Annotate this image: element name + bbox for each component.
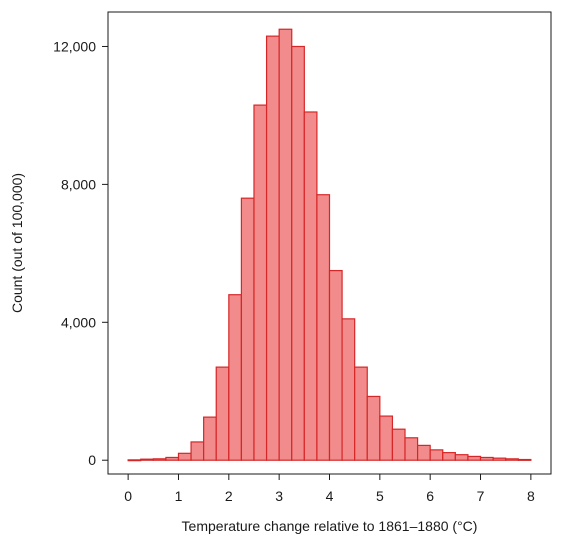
x-tick-label: 4: [326, 488, 334, 504]
histogram-bar: [354, 366, 368, 461]
x-axis-ticks: 0 1 2 3 4 5 6 7 8: [124, 474, 535, 504]
histogram-bar: [505, 458, 519, 461]
x-tick-label: 2: [225, 488, 233, 504]
bars-layer: [127, 28, 532, 462]
histogram-bar: [253, 104, 268, 461]
histogram-bar: [391, 428, 406, 461]
histogram-bar: [442, 452, 456, 461]
y-axis-ticks: 0 4,000 8,000 12,000: [53, 38, 108, 468]
histogram-bar: [416, 444, 431, 461]
x-tick-label: 6: [426, 488, 434, 504]
x-tick-label: 8: [527, 488, 535, 504]
histogram-bar: [316, 194, 331, 461]
y-tick-label: 4,000: [61, 314, 96, 330]
histogram-bar: [177, 452, 192, 461]
y-tick-label: 12,000: [53, 38, 96, 54]
x-axis-title: Temperature change relative to 1861–1880…: [182, 518, 478, 534]
x-tick-label: 7: [477, 488, 485, 504]
histogram-bar: [190, 441, 205, 461]
histogram-bar: [479, 456, 494, 461]
histogram-bar: [366, 395, 381, 461]
histogram-bar: [429, 449, 444, 461]
histogram-bar: [517, 458, 532, 461]
histogram-bar: [454, 454, 469, 461]
histogram-bar: [127, 459, 142, 462]
histogram-bar: [152, 458, 167, 461]
x-tick-label: 0: [124, 488, 132, 504]
histogram-bar: [228, 294, 243, 461]
y-tick-label: 8,000: [61, 176, 96, 192]
histogram-bar: [140, 458, 154, 461]
x-tick-label: 1: [175, 488, 183, 504]
histogram-bar: [328, 269, 343, 461]
histogram-bar: [203, 416, 217, 461]
x-tick-label: 3: [275, 488, 283, 504]
histogram-bar: [467, 455, 482, 461]
x-tick-label: 5: [376, 488, 384, 504]
histogram-bar: [492, 457, 507, 461]
histogram-bar: [379, 415, 394, 461]
y-tick-label: 0: [88, 452, 96, 468]
y-axis-title: Count (out of 100,000): [9, 173, 25, 313]
histogram-bar: [240, 197, 255, 461]
histogram-bar: [291, 45, 305, 461]
histogram-bar: [165, 456, 180, 461]
histogram-bar: [278, 28, 293, 461]
histogram-bar: [303, 111, 318, 461]
histogram-bar: [215, 366, 230, 461]
histogram-bar: [341, 318, 356, 461]
histogram-bar: [404, 437, 419, 461]
histogram-bar: [265, 35, 280, 461]
